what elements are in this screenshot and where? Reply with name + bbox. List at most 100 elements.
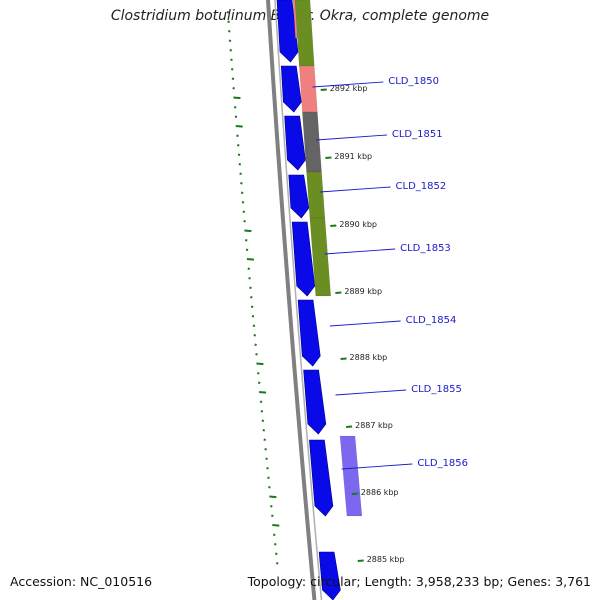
gc-skew-mark — [226, 11, 230, 14]
gc-skew-mark — [234, 115, 238, 119]
gc-skew-mark — [228, 39, 232, 43]
gc-skew-mark — [263, 438, 266, 442]
gc-skew-mark — [244, 239, 248, 242]
label-leader-line — [324, 248, 396, 255]
tick-label: 2886 kbp — [361, 488, 399, 497]
gc-skew-mark — [262, 429, 266, 432]
gc-skew-mark — [252, 324, 256, 328]
gene-arrow-4 — [291, 221, 316, 297]
gene-label-cld_1851: CLD_1851 — [392, 129, 443, 140]
gc-skew-mark — [266, 467, 269, 470]
gc-skew-mark — [274, 552, 278, 556]
gc-skew-mark — [254, 343, 257, 347]
scale-tick — [340, 357, 347, 360]
gc-skew-mark — [272, 524, 280, 527]
gc-skew-mark — [257, 381, 261, 385]
gc-skew-mark — [260, 410, 264, 413]
gc-skew-mark — [233, 106, 237, 109]
gc-skew-mark — [268, 486, 271, 489]
gc-skew-mark — [250, 296, 253, 299]
backbone-track — [266, 0, 323, 600]
gc-skew-mark — [243, 220, 246, 223]
tick-label: 2885 kbp — [367, 555, 405, 564]
gc-skew-mark — [245, 248, 249, 252]
backbone-arc-inner — [274, 0, 323, 600]
gc-skew-mark — [244, 229, 252, 233]
gc-skew-mark — [251, 315, 255, 318]
gc-skew-mark — [232, 87, 235, 90]
tick-label: 2887 kbp — [355, 421, 393, 430]
accession-text: Accession: NC_010516 — [10, 574, 153, 589]
scale-tick — [320, 88, 327, 91]
tick-label: 2889 kbp — [344, 287, 382, 296]
gc-skew-mark — [261, 419, 265, 423]
gc-skew-mark — [247, 267, 251, 271]
gc-skew-mark — [272, 533, 276, 537]
gene-label-cld_1856: CLD_1856 — [417, 458, 468, 469]
gc-skew-mark — [273, 543, 277, 546]
gene-arrow-6 — [303, 369, 327, 435]
gc-skew-mark — [267, 476, 270, 480]
cog-block-3 — [302, 111, 322, 173]
gc-skew-mark — [240, 182, 243, 185]
gc-skew-mark — [238, 163, 242, 166]
gene-label-cld_1854: CLD_1854 — [406, 315, 457, 326]
scale-tick — [330, 224, 337, 227]
gc-skew-mark — [235, 125, 243, 128]
gene-label-cld_1852: CLD_1852 — [396, 181, 447, 192]
gc-skew-mark — [237, 153, 241, 157]
tick-label: 2890 kbp — [339, 220, 377, 229]
gc-skew-mark — [227, 20, 230, 24]
cog-block-4 — [306, 171, 326, 219]
gc-skew-mark — [256, 362, 264, 366]
tick-label: 2891 kbp — [334, 152, 372, 161]
cog-block-1 — [294, 0, 315, 67]
gc-skew-mark — [229, 49, 233, 52]
scale-tick — [346, 425, 353, 428]
gc-skew-mark — [236, 134, 239, 138]
gene-arrow-2 — [284, 115, 306, 171]
tick-label: 2892 kbp — [330, 84, 368, 93]
cog-block-2 — [298, 65, 318, 113]
gc-skew-mark — [275, 562, 279, 565]
cog-block-5 — [309, 217, 332, 297]
gc-skew-track — [226, 11, 280, 565]
gc-skew-mark — [248, 277, 251, 280]
scale-tick — [335, 291, 342, 294]
gc-skew-mark — [246, 258, 255, 261]
genome-summary-text: Topology: circular; Length: 3,958,233 bp… — [247, 574, 591, 589]
gene-arrow-1 — [280, 65, 302, 113]
gc-skew-mark — [253, 334, 257, 337]
gc-skew-mark — [239, 172, 242, 176]
gc-skew-mark — [271, 514, 274, 518]
label-leader-line — [335, 389, 407, 396]
backbone-arc — [266, 0, 317, 600]
label-leader-line — [341, 463, 413, 470]
gene-labels: CLD_1850 CLD_1851 CLD_1852 CLD_1853 CLD_1854… — [312, 76, 468, 470]
gene-arrow-0 — [276, 0, 299, 63]
label-leader-line — [319, 186, 391, 193]
scale-tick — [357, 559, 364, 562]
gc-skew-mark — [255, 353, 258, 356]
label-leader-line — [329, 320, 401, 327]
gc-skew-mark — [270, 505, 273, 508]
gc-skew-mark — [228, 30, 231, 33]
scale-tick — [325, 156, 332, 159]
gene-label-cld_1853: CLD_1853 — [400, 243, 451, 254]
tick-label: 2888 kbp — [350, 353, 388, 362]
gene-arrow-5 — [297, 299, 321, 367]
gc-skew-mark — [242, 210, 246, 214]
gc-skew-mark — [259, 400, 263, 404]
label-leader-line — [312, 81, 384, 88]
gc-skew-mark — [264, 448, 267, 451]
gc-skew-mark — [249, 286, 252, 290]
gc-skew-mark — [269, 495, 277, 499]
gene-arrow-8 — [318, 551, 341, 600]
gc-skew-mark — [233, 96, 241, 100]
gc-skew-mark — [231, 77, 235, 81]
cog-block-7 — [339, 435, 363, 517]
gc-skew-mark — [259, 391, 267, 394]
scale-ticks: 2892 kbp 2891 kbp 2890 kbp 2889 kbp 2888 kbp… — [320, 84, 405, 564]
gene-label-cld_1850: CLD_1850 — [388, 76, 439, 87]
